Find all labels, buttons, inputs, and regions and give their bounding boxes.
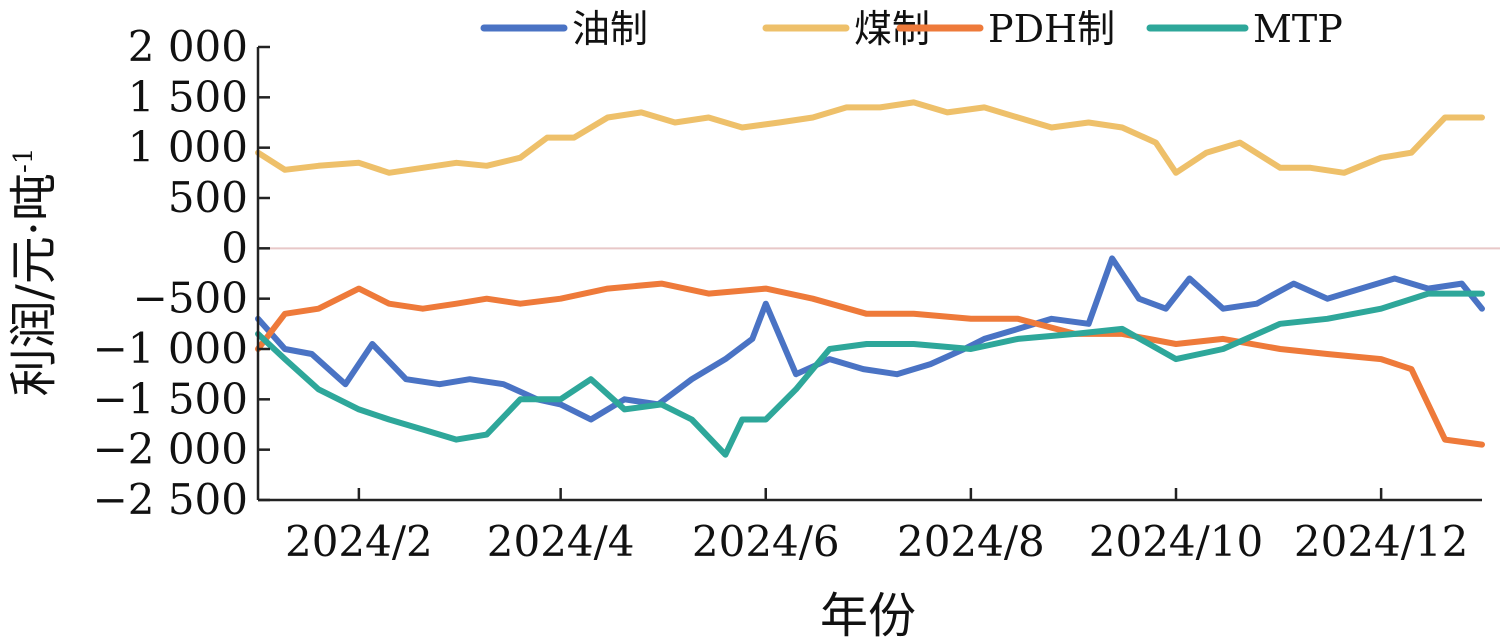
legend: 油制 煤制 PDH制 MTP	[480, 7, 1343, 51]
y-axis-title-text: 利润/元·吨	[6, 173, 62, 396]
y-tick-label: −1 500	[93, 374, 248, 423]
x-tick-label: 2024/6	[692, 517, 840, 566]
y-tick-label: −2 000	[93, 425, 248, 474]
x-axis-title: 年份	[820, 588, 916, 642]
x-tick-label: 2024/2	[285, 517, 433, 566]
y-tick-label: 500	[168, 173, 248, 222]
legend-label: PDH制	[988, 7, 1115, 51]
y-tick-label: −500	[133, 274, 248, 323]
legend-label: 油制	[572, 7, 648, 51]
x-tick-label: 2024/10	[1089, 517, 1263, 566]
series-line-4	[255, 290, 1485, 458]
y-tick-label: 2 000	[128, 22, 248, 71]
x-tick-label: 2024/12	[1294, 517, 1468, 566]
series-line-3	[255, 280, 1485, 448]
series-layer	[255, 99, 1485, 458]
series-line-2	[255, 99, 1485, 176]
legend-item: MTP	[1146, 7, 1343, 51]
y-tick-label: 1 000	[128, 123, 248, 172]
y-tick-label: 0	[221, 223, 248, 272]
y-axis-title: 利润/元·吨-1	[6, 148, 62, 397]
y-axis-title-superscript: -1	[9, 148, 39, 173]
series-line-1	[255, 255, 1485, 423]
legend-item: 油制	[480, 7, 648, 51]
x-tick-label: 2024/8	[897, 517, 1045, 566]
y-tick-label: −1 000	[93, 324, 248, 373]
legend-label: MTP	[1253, 7, 1343, 51]
legend-item: PDH制	[896, 7, 1115, 51]
x-ticks: 2024/2 2024/4 2024/6 2024/8 2024/10 2024/12	[285, 488, 1468, 566]
y-tick-label: 1 500	[128, 72, 248, 121]
x-tick-label: 2024/4	[487, 517, 635, 566]
svg-text:利润/元·吨-1: 利润/元·吨-1	[6, 148, 62, 397]
y-tick-label: −2 500	[93, 475, 248, 524]
